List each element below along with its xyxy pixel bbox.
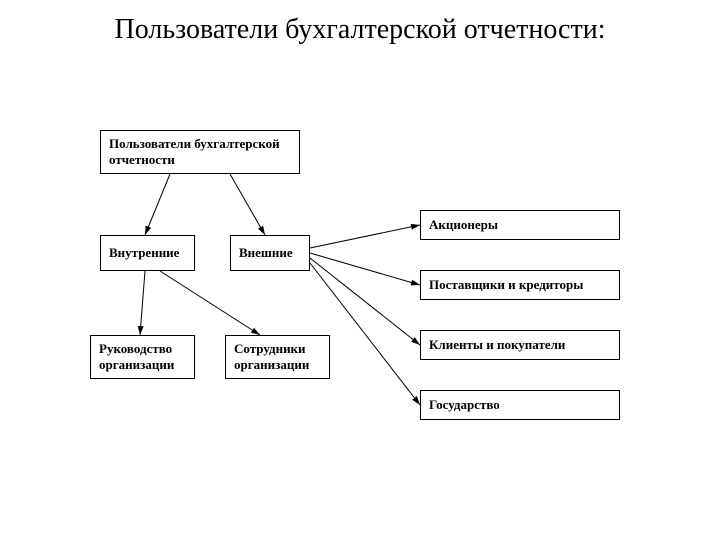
node-state: Государство: [420, 390, 620, 420]
node-shareholders: Акционеры: [420, 210, 620, 240]
hierarchy-diagram: Пользователи бухгалтерской отчетности Вн…: [0, 120, 720, 520]
node-staff: Сотрудники организации: [225, 335, 330, 379]
node-clients: Клиенты и покупатели: [420, 330, 620, 360]
node-management: Руководство организации: [90, 335, 195, 379]
page-title: Пользователи бухгалтерской отчетности:: [0, 0, 720, 48]
diagram-edges: [0, 120, 720, 520]
node-internal: Внутренние: [100, 235, 195, 271]
node-external: Внешние: [230, 235, 310, 271]
node-suppliers: Поставщики и кредиторы: [420, 270, 620, 300]
node-root: Пользователи бухгалтерской отчетности: [100, 130, 300, 174]
